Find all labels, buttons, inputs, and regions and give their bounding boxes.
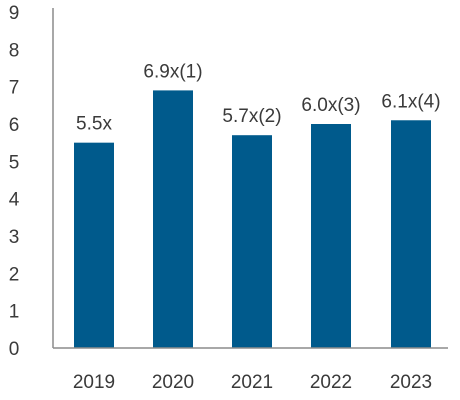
data-label-2019: 5.5x: [76, 114, 112, 135]
bar-2020: [153, 90, 193, 349]
data-label-2020: 6.9x(1): [143, 61, 202, 82]
bar-2022: [311, 124, 351, 348]
x-tick-label-2023: 2023: [390, 372, 432, 393]
y-tick-label: 2: [9, 264, 20, 285]
data-label-2022: 6.0x(3): [301, 95, 360, 116]
y-tick-label: 9: [9, 3, 20, 24]
y-tick-label: 3: [9, 227, 20, 248]
bar-2023: [391, 120, 431, 349]
y-axis-ticks: 0 1 2 3 4 5 6 7 8 9: [9, 3, 20, 360]
data-label-2023: 6.1x(4): [381, 91, 440, 112]
x-tick-label-2020: 2020: [152, 372, 194, 393]
y-tick-label: 0: [9, 339, 20, 360]
x-tick-label-2021: 2021: [231, 372, 273, 393]
bar-2019: [74, 142, 114, 348]
bars: [74, 90, 431, 349]
y-tick-label: 8: [9, 40, 20, 61]
y-tick-label: 7: [9, 78, 20, 99]
y-tick-label: 6: [9, 115, 20, 136]
x-axis-labels: 2019 2020 2021 2022 2023: [73, 372, 432, 393]
data-label-2021: 5.7x(2): [222, 106, 281, 127]
x-tick-label-2019: 2019: [73, 372, 115, 393]
y-tick-label: 1: [9, 302, 20, 323]
x-tick-label-2022: 2022: [310, 372, 352, 393]
data-labels: 5.5x 6.9x(1) 5.7x(2) 6.0x(3) 6.1x(4): [76, 61, 441, 134]
bar-2021: [232, 135, 272, 348]
y-tick-label: 4: [9, 190, 20, 211]
y-tick-label: 5: [9, 152, 20, 173]
